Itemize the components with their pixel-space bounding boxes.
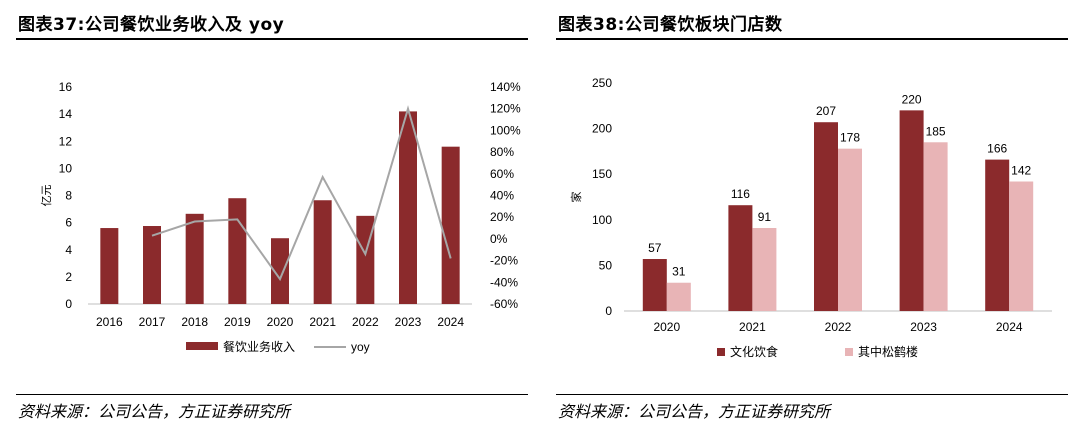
x-tick-label: 2022 [825, 320, 852, 334]
y-tick-label: 200 [592, 122, 612, 136]
y-tick-label: 8 [65, 189, 72, 203]
y2-tick-label: 0% [490, 232, 508, 246]
revenue-bar [356, 215, 375, 304]
revenue-bar [313, 200, 332, 304]
revenue-bar [228, 198, 247, 304]
y2-tick-label: -20% [490, 254, 518, 268]
x-tick-label: 2017 [139, 315, 166, 329]
data-label: 220 [902, 92, 922, 106]
revenue-bar [441, 146, 460, 304]
panel-title: 图表38:公司餐饮板块门店数 [558, 15, 783, 35]
songhelou-bar [666, 282, 691, 311]
culture-food-bar [899, 110, 924, 311]
y-tick-label: 12 [59, 134, 73, 148]
legend-label-revenue: 餐饮业务收入 [223, 339, 295, 354]
data-label: 166 [987, 142, 1007, 156]
x-tick-label: 2023 [395, 315, 422, 329]
y2-tick-label: 140% [490, 80, 521, 94]
x-tick-label: 2020 [653, 320, 680, 334]
panel-title: 图表37:公司餐饮业务收入及 yoy [18, 15, 285, 35]
data-label: 178 [840, 131, 860, 145]
title-divider [556, 38, 1068, 40]
y-tick-label: 2 [65, 270, 72, 284]
legend-swatch-revenue [186, 342, 218, 350]
y-tick-label: 14 [59, 107, 73, 121]
data-label: 31 [672, 265, 686, 279]
y2-tick-label: -60% [490, 297, 518, 311]
y-tick-label: 16 [59, 80, 73, 94]
title-divider [16, 38, 528, 40]
source-note: 资料来源：公司公告，方正证券研究所 [18, 402, 291, 421]
y-axis-label: 亿元 [40, 185, 53, 207]
x-tick-label: 2024 [996, 320, 1023, 334]
y-tick-label: 10 [59, 161, 73, 175]
revenue-yoy-chart: 0 2 4 6 8 10 12 14 16 -60% -40% -20% 0% 20% 40% 60% 80% 1… [40, 80, 521, 354]
revenue-bar [143, 226, 161, 304]
y2-tick-label: -40% [490, 275, 518, 289]
revenue-chart-panel: 图表37:公司餐饮业务收入及 yoy 0 2 4 6 8 10 12 14 16 -60% -40%… [16, 0, 528, 426]
x-tick-label: 2018 [181, 315, 208, 329]
data-label: 142 [1011, 163, 1031, 177]
legend-swatch-culture-food [717, 348, 725, 356]
y2-tick-label: 120% [490, 102, 521, 116]
culture-food-bar [814, 122, 838, 311]
revenue-bar [185, 213, 204, 304]
songhelou-bar [1009, 181, 1034, 311]
songhelou-bar [923, 142, 948, 311]
revenue-bar [100, 228, 119, 304]
y-tick-label: 0 [605, 304, 612, 318]
source-divider [556, 394, 1068, 395]
x-tick-label: 2020 [267, 315, 294, 329]
y-tick-label: 150 [592, 167, 612, 181]
culture-food-bar [728, 205, 753, 311]
x-tick-label: 2021 [739, 320, 766, 334]
legend-label-culture-food: 文化饮食 [730, 344, 778, 359]
data-label: 207 [816, 104, 836, 118]
songhelou-bar [838, 148, 862, 311]
revenue-bar [399, 111, 417, 304]
data-label: 185 [926, 124, 946, 138]
x-tick-label: 2019 [224, 315, 251, 329]
legend-label-songhelou: 其中松鹤楼 [858, 344, 918, 359]
store-count-chart-panel: 图表38:公司餐饮板块门店数 0 50 100 150 200 250 家 57 116 207 2… [556, 0, 1068, 426]
revenue-bar [271, 238, 289, 304]
y-tick-label: 50 [599, 258, 613, 272]
y2-tick-label: 60% [490, 167, 514, 181]
y-tick-label: 250 [592, 76, 612, 90]
culture-food-bar [985, 159, 1010, 311]
store-count-chart: 0 50 100 150 200 250 家 57 116 207 220 166 31 91 178 185… [569, 76, 1052, 359]
y2-tick-label: 20% [490, 210, 514, 224]
y-tick-label: 4 [65, 243, 72, 257]
yoy-line [151, 105, 452, 282]
songhelou-bar [752, 228, 777, 311]
source-note: 资料来源：公司公告，方正证券研究所 [558, 402, 831, 421]
data-label: 57 [648, 241, 662, 255]
legend-swatch-songhelou [845, 348, 853, 356]
x-tick-label: 2022 [352, 315, 379, 329]
y2-tick-label: 80% [490, 145, 514, 159]
y2-tick-label: 100% [490, 123, 521, 137]
y-axis-label: 家 [569, 192, 583, 203]
data-label: 91 [758, 210, 772, 224]
x-tick-label: 2021 [309, 315, 336, 329]
y-tick-label: 0 [65, 297, 72, 311]
data-label: 116 [731, 187, 750, 201]
y-tick-label: 100 [592, 213, 612, 227]
culture-food-bar [642, 259, 667, 311]
x-tick-label: 2016 [96, 315, 123, 329]
y-tick-label: 6 [65, 216, 72, 230]
legend-label-yoy: yoy [351, 340, 370, 354]
x-tick-label: 2024 [437, 315, 464, 329]
source-divider [16, 394, 528, 395]
x-tick-label: 2023 [910, 320, 937, 334]
y2-tick-label: 40% [490, 189, 514, 203]
